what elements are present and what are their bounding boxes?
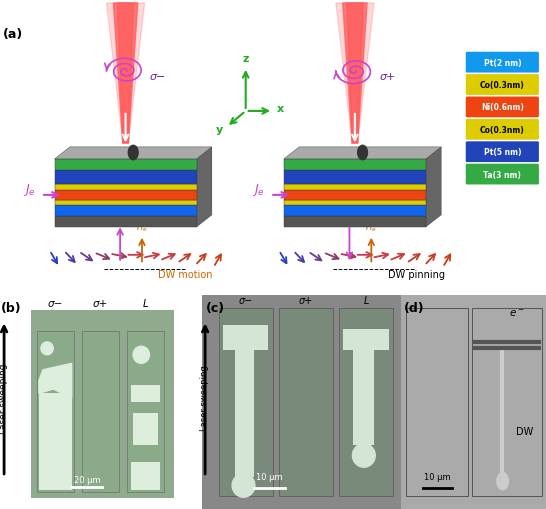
Circle shape: [133, 347, 150, 363]
Polygon shape: [39, 363, 72, 398]
Text: (b): (b): [1, 302, 22, 315]
Text: (c): (c): [206, 302, 225, 315]
Polygon shape: [55, 160, 197, 171]
Bar: [406, 308, 468, 496]
Polygon shape: [343, 4, 367, 144]
Polygon shape: [114, 4, 138, 144]
Polygon shape: [284, 217, 426, 228]
Text: Pt(2 nm): Pt(2 nm): [484, 59, 521, 68]
Text: $J_e$: $J_e$: [23, 182, 35, 198]
Polygon shape: [284, 191, 426, 200]
Polygon shape: [284, 200, 426, 206]
Text: Ta(3 nm): Ta(3 nm): [483, 170, 521, 179]
Text: Laser sweeping: Laser sweeping: [200, 365, 209, 431]
Polygon shape: [114, 4, 138, 144]
Bar: [218, 308, 272, 496]
Text: 20 μm: 20 μm: [74, 475, 100, 484]
Circle shape: [41, 342, 54, 355]
Circle shape: [497, 473, 508, 490]
Polygon shape: [426, 148, 441, 228]
Text: (d): (d): [404, 302, 425, 315]
Circle shape: [128, 146, 138, 160]
Text: σ+: σ+: [93, 298, 108, 308]
Text: $H_e$: $H_e$: [136, 221, 148, 233]
Text: $H_{SHE}$: $H_{SHE}$: [111, 210, 131, 223]
Text: σ−: σ−: [150, 72, 167, 82]
Bar: [31, 310, 174, 498]
Circle shape: [358, 146, 367, 160]
Bar: [37, 331, 74, 492]
Text: L: L: [363, 296, 369, 306]
Text: DW: DW: [515, 426, 533, 436]
Text: (a): (a): [3, 28, 23, 41]
Bar: [131, 385, 160, 402]
Bar: [343, 329, 389, 351]
Text: Pt(5 nm): Pt(5 nm): [484, 148, 521, 157]
Circle shape: [232, 474, 255, 497]
FancyBboxPatch shape: [466, 52, 539, 73]
Text: z: z: [242, 54, 249, 64]
Text: 10 μm: 10 μm: [256, 472, 283, 481]
Text: $J_e$: $J_e$: [252, 182, 265, 198]
Bar: [133, 413, 158, 445]
Bar: [472, 308, 542, 496]
Text: σ−: σ−: [239, 296, 253, 306]
FancyBboxPatch shape: [466, 164, 539, 185]
Text: σ+: σ+: [299, 296, 313, 306]
Bar: [223, 325, 269, 351]
Text: 10 μm: 10 μm: [424, 472, 451, 481]
Polygon shape: [347, 4, 363, 144]
Text: σ−: σ−: [48, 298, 63, 308]
Polygon shape: [55, 191, 197, 200]
Bar: [339, 308, 393, 496]
Text: x: x: [277, 104, 284, 114]
Text: L: L: [143, 298, 149, 308]
Text: $H_{SHE}$: $H_{SHE}$: [341, 210, 360, 223]
Text: Co(0.3nm): Co(0.3nm): [480, 81, 525, 90]
Polygon shape: [117, 4, 134, 144]
Bar: [500, 349, 504, 477]
Polygon shape: [336, 4, 374, 144]
Bar: [279, 308, 333, 496]
Polygon shape: [284, 148, 441, 160]
Polygon shape: [197, 148, 212, 228]
Polygon shape: [284, 160, 426, 171]
Text: Co(0.3nm): Co(0.3nm): [480, 126, 525, 134]
Polygon shape: [55, 185, 197, 191]
Circle shape: [353, 444, 375, 467]
Polygon shape: [284, 206, 426, 217]
FancyBboxPatch shape: [466, 142, 539, 163]
Text: Ni(0.6nm): Ni(0.6nm): [481, 103, 524, 112]
Polygon shape: [55, 217, 197, 228]
Polygon shape: [106, 4, 145, 144]
Polygon shape: [343, 4, 367, 144]
Polygon shape: [55, 200, 197, 206]
FancyBboxPatch shape: [466, 97, 539, 118]
Bar: [82, 331, 119, 492]
Bar: [127, 331, 164, 492]
Polygon shape: [284, 185, 426, 191]
Polygon shape: [55, 148, 212, 160]
Bar: [353, 351, 374, 445]
Text: $e^-$: $e^-$: [509, 307, 524, 319]
Text: Laser sweeping: Laser sweeping: [0, 362, 8, 433]
FancyBboxPatch shape: [466, 120, 539, 140]
Polygon shape: [55, 206, 197, 217]
Bar: [131, 462, 160, 490]
Text: y: y: [216, 125, 223, 134]
Bar: [235, 351, 254, 477]
FancyBboxPatch shape: [466, 75, 539, 96]
Text: DW motion: DW motion: [158, 270, 213, 279]
Polygon shape: [284, 171, 426, 185]
Polygon shape: [55, 171, 197, 185]
Text: DW pinning: DW pinning: [388, 270, 444, 279]
Text: $H_e$: $H_e$: [365, 221, 377, 233]
Text: σ+: σ+: [379, 72, 396, 82]
Bar: [39, 393, 72, 490]
